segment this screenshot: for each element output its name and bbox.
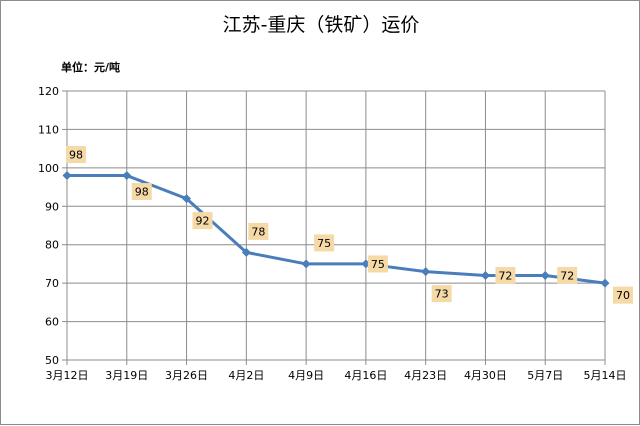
data-label: 75: [314, 234, 335, 252]
data-point: [421, 267, 431, 277]
x-tick-label: 4月16日: [344, 369, 387, 382]
x-tick-label: 5月14日: [584, 369, 627, 382]
data-label-box: [613, 286, 633, 304]
data-label: 78: [248, 222, 269, 240]
data-label-box: [131, 183, 152, 201]
data-label: 70: [613, 286, 633, 304]
data-point: [62, 171, 72, 181]
y-tick-labels: 50 60 70 80 90 100 110 120: [38, 85, 59, 367]
y-tick-label: 60: [45, 316, 59, 329]
x-tick-labels: 3月12日 3月19日 3月26日 4月2日 4月9日 4月16日 4月23日 4月30日 5月…: [46, 369, 627, 382]
y-tick-label: 100: [38, 162, 59, 175]
data-label-text: 92: [196, 215, 210, 228]
x-tick-label: 5月7日: [527, 369, 563, 382]
data-point: [480, 270, 490, 280]
x-tick-label: 3月26日: [165, 369, 208, 382]
data-label-text: 72: [560, 269, 574, 282]
x-tick-label: 4月30日: [464, 369, 507, 382]
unit-label: 单位：元/吨: [61, 60, 120, 74]
data-point: [600, 278, 610, 288]
data-label-box: [557, 266, 578, 284]
x-tick-label: 3月12日: [46, 369, 89, 382]
chart-title: 江苏-重庆（铁矿）运价: [223, 14, 420, 36]
data-label: 72: [495, 266, 516, 284]
x-tick-label: 3月19日: [105, 369, 148, 382]
data-label-text: 78: [251, 225, 265, 238]
x-tick-label: 4月9日: [288, 369, 324, 382]
data-label-text: 70: [616, 289, 630, 302]
data-label-box: [495, 266, 516, 284]
y-tick-label: 50: [45, 354, 59, 367]
data-label-text: 75: [317, 237, 331, 250]
y-tick-label: 70: [45, 277, 59, 290]
data-point: [122, 171, 132, 181]
data-label: 75: [367, 255, 388, 273]
data-label: 73: [431, 285, 452, 303]
data-label: 72: [557, 266, 578, 284]
x-tick-label: 4月2日: [228, 369, 264, 382]
data-label-text: 98: [69, 149, 83, 162]
data-point: [182, 194, 192, 204]
data-label-text: 73: [435, 288, 449, 301]
data-label-box: [248, 222, 269, 240]
data-label-box: [192, 212, 213, 230]
data-point: [241, 247, 251, 257]
data-label: 98: [131, 183, 152, 201]
data-label: 98: [66, 146, 86, 164]
data-label-text: 72: [498, 269, 512, 282]
data-labels: 98 98 92 78 75 75 73 72 72 70: [66, 146, 633, 304]
data-label: 92: [192, 212, 213, 230]
data-label-box: [66, 146, 86, 164]
data-point: [301, 259, 311, 269]
data-points: [62, 171, 610, 288]
y-tick-label: 90: [45, 200, 59, 213]
y-tick-label: 120: [38, 85, 59, 98]
y-tick-label: 80: [45, 239, 59, 252]
x-tick-label: 4月23日: [404, 369, 447, 382]
y-tick-label: 110: [38, 123, 59, 136]
data-label-box: [367, 255, 388, 273]
data-point: [540, 270, 550, 280]
data-label-text: 75: [371, 258, 385, 271]
axes: [62, 90, 606, 365]
data-label-box: [314, 234, 335, 252]
data-label-box: [431, 285, 452, 303]
data-label-text: 98: [135, 186, 149, 199]
gridlines: [66, 90, 606, 361]
